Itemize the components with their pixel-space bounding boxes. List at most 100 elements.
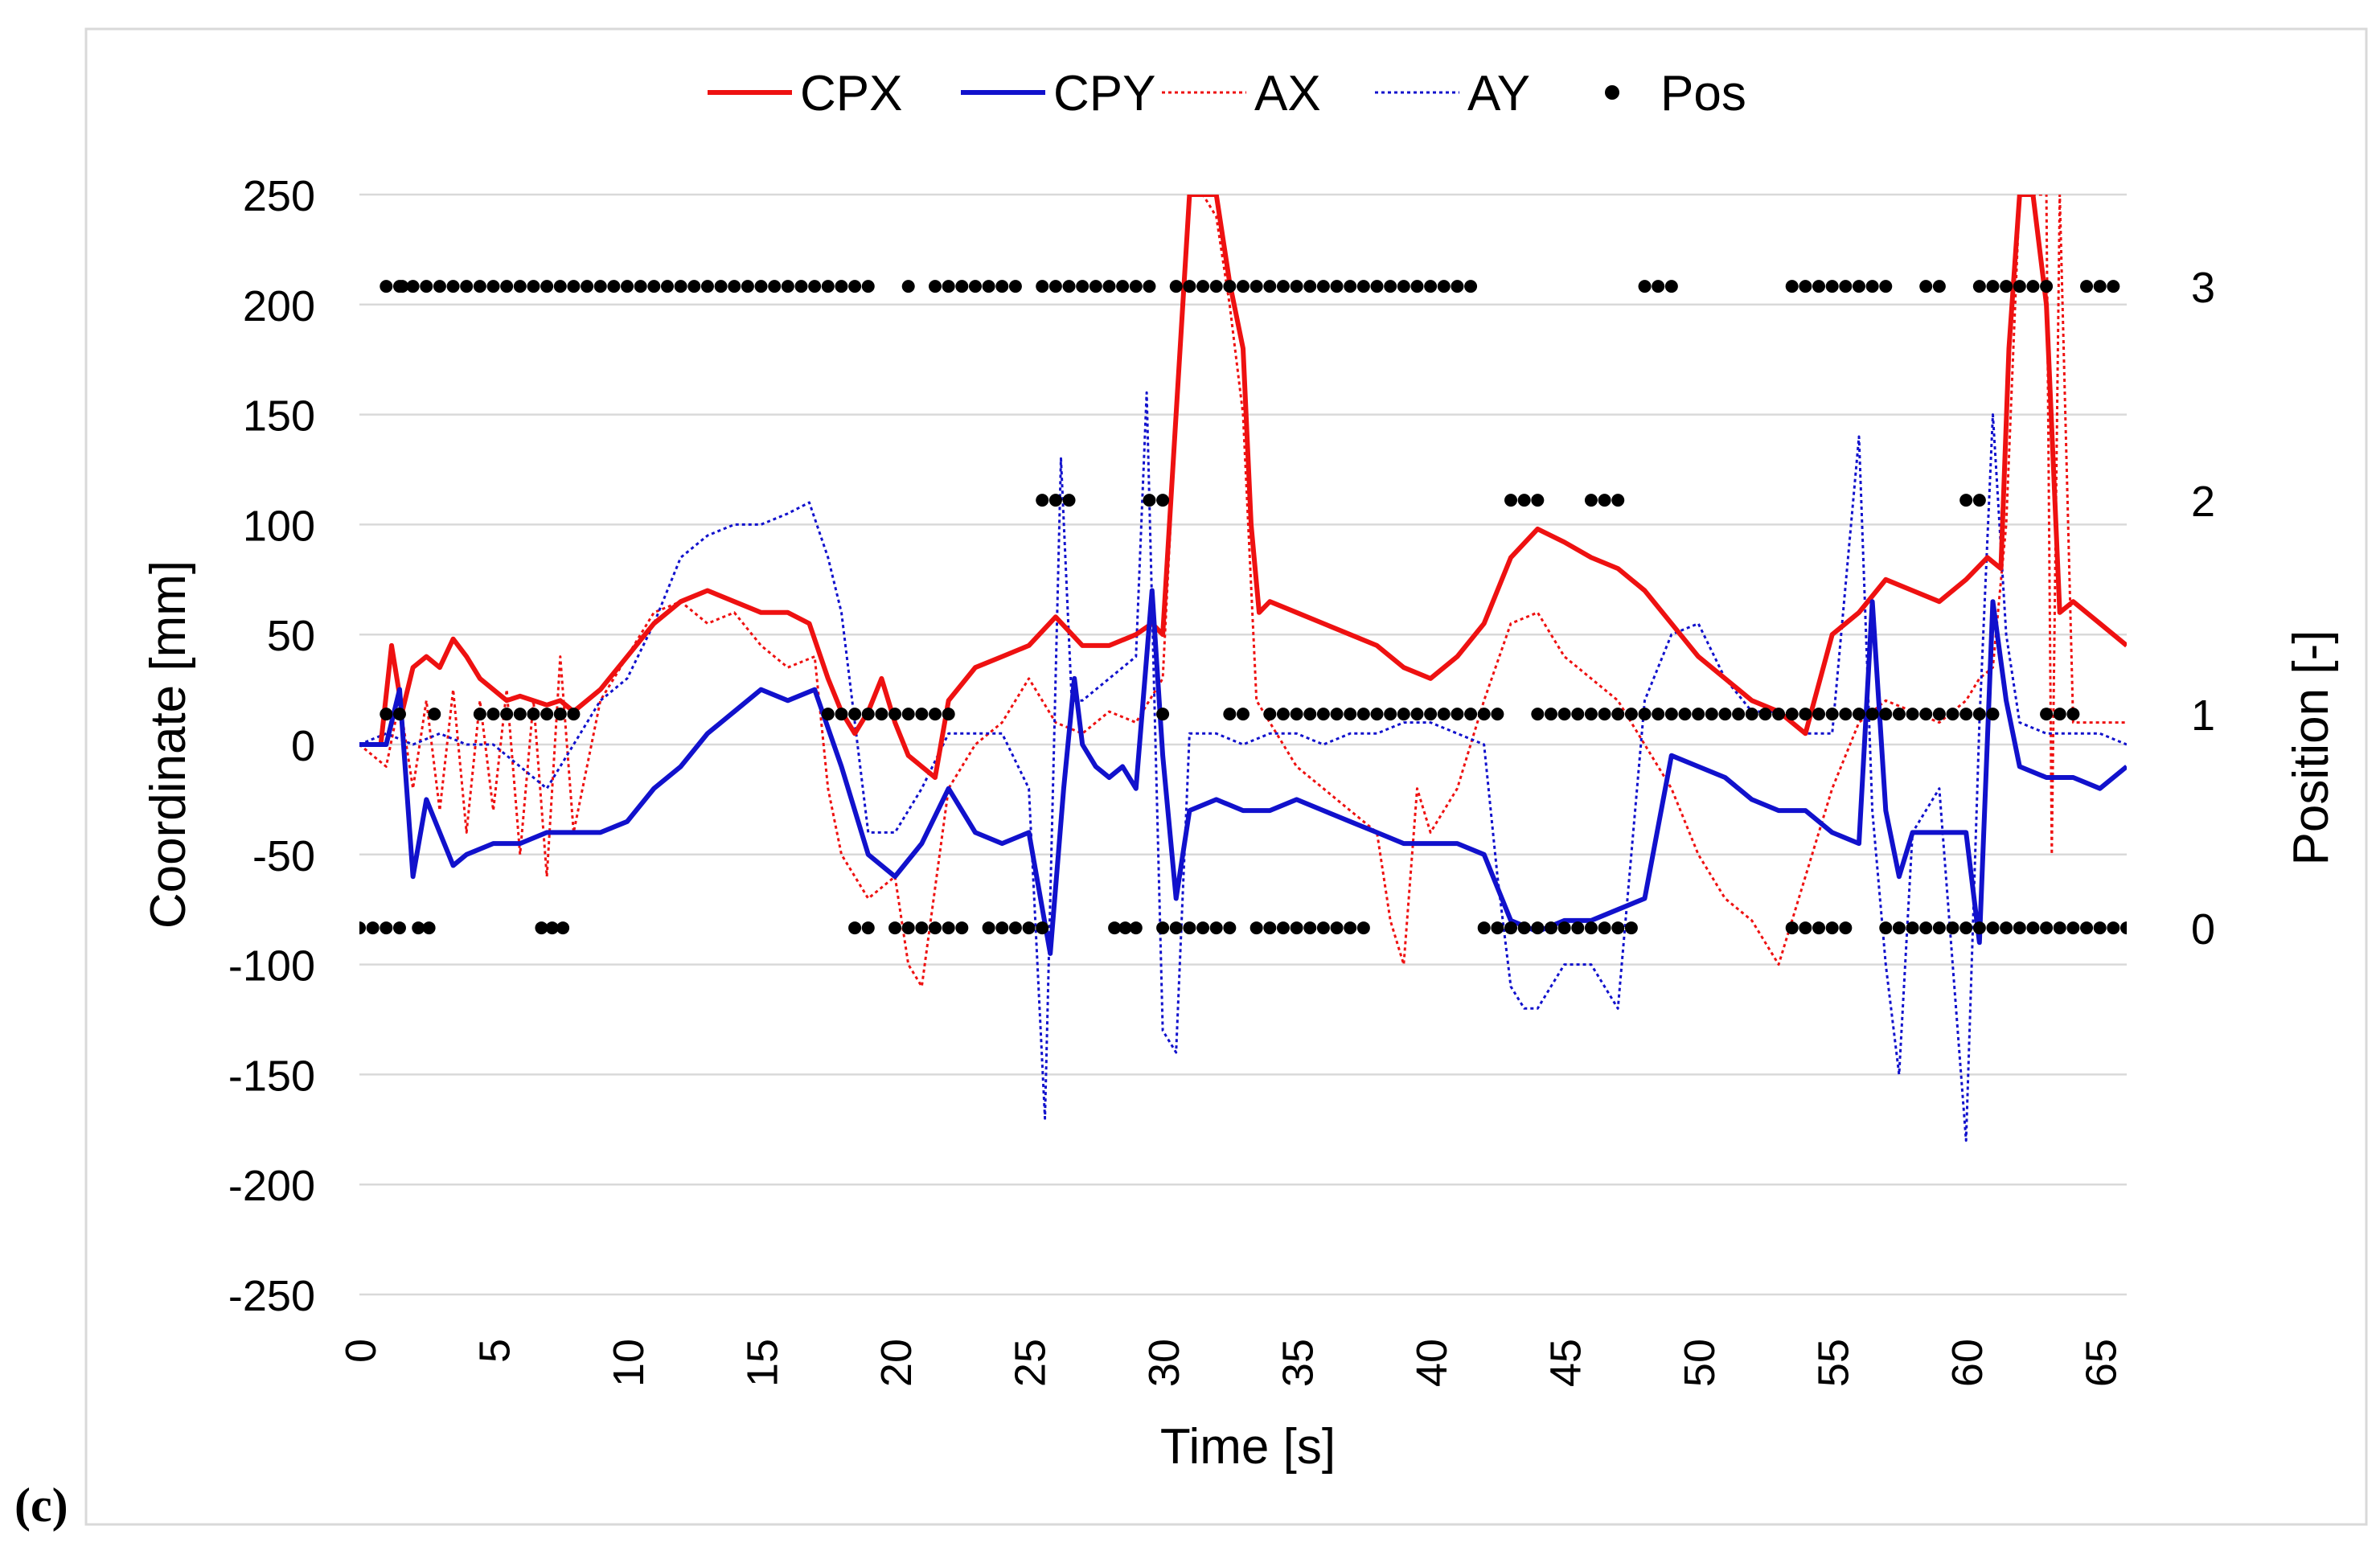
pos-marker — [553, 280, 567, 293]
pos-marker — [1076, 280, 1089, 293]
pos-marker — [621, 280, 634, 293]
pos-marker — [1839, 280, 1853, 293]
pos-marker — [1531, 494, 1545, 507]
pos-marker — [1250, 921, 1263, 935]
pos-marker — [901, 280, 915, 293]
pos-marker — [1972, 708, 1986, 721]
pos-marker — [848, 708, 862, 721]
pos-marker — [1504, 921, 1518, 935]
pos-marker — [1611, 708, 1625, 721]
pos-marker — [660, 280, 674, 293]
legend-label-cpy: CPY — [1053, 66, 1155, 121]
pos-marker — [2080, 921, 2094, 935]
pos-marker — [1183, 921, 1196, 935]
pos-marker — [1812, 708, 1826, 721]
y-tick-label: 200 — [243, 282, 315, 330]
pos-marker — [1664, 280, 1678, 293]
x-tick-label: 10 — [605, 1339, 653, 1387]
pos-marker — [1303, 708, 1317, 721]
pos-marker — [647, 280, 661, 293]
pos-marker — [915, 921, 929, 935]
pos-marker — [1718, 708, 1732, 721]
pos-marker — [1865, 708, 1879, 721]
pos-marker — [1276, 921, 1290, 935]
pos-marker — [821, 280, 835, 293]
pos-marker — [1344, 921, 1357, 935]
pos-marker — [1919, 921, 1933, 935]
pos-marker — [380, 921, 393, 935]
pos-marker — [500, 708, 514, 721]
legend-label-ax: AX — [1254, 66, 1321, 121]
pos-marker — [848, 280, 862, 293]
pos-marker — [1424, 708, 1438, 721]
pos-marker — [446, 280, 460, 293]
y-tick-label: -200 — [228, 1162, 315, 1210]
pos-marker — [1799, 921, 1812, 935]
pos-marker — [1237, 708, 1250, 721]
pos-marker — [1290, 280, 1303, 293]
pos-marker — [1108, 921, 1122, 935]
pos-marker — [1290, 708, 1303, 721]
pos-marker — [1919, 708, 1933, 721]
pos-marker — [955, 280, 969, 293]
pos-marker — [982, 280, 995, 293]
y2-tick-label: 2 — [2191, 478, 2215, 526]
pos-marker — [1598, 921, 1611, 935]
pos-marker — [1652, 708, 1665, 721]
pos-marker — [2013, 921, 2026, 935]
pos-marker — [1598, 494, 1611, 507]
pos-marker — [835, 280, 848, 293]
pos-marker — [1946, 921, 1959, 935]
pos-marker — [1169, 921, 1183, 935]
pos-marker — [1785, 280, 1799, 293]
pos-marker — [1839, 708, 1853, 721]
y-tick-label: 150 — [243, 392, 315, 441]
pos-marker — [607, 280, 621, 293]
x-tick-label: 50 — [1676, 1339, 1724, 1387]
pos-marker — [1209, 921, 1223, 935]
pos-marker — [1223, 708, 1237, 721]
pos-marker — [929, 708, 942, 721]
pos-marker — [714, 280, 728, 293]
pos-marker — [1825, 280, 1839, 293]
pos-marker — [888, 921, 902, 935]
pos-marker — [1799, 280, 1812, 293]
pos-marker — [1437, 708, 1451, 721]
pos-marker — [2093, 280, 2107, 293]
x-tick-label: 30 — [1140, 1339, 1188, 1387]
pos-marker — [1611, 494, 1625, 507]
x-tick-label: 5 — [471, 1339, 519, 1363]
pos-marker — [2026, 921, 2040, 935]
pos-marker — [1652, 280, 1665, 293]
pos-marker — [460, 280, 474, 293]
pos-marker — [500, 280, 514, 293]
pos-marker — [1196, 921, 1210, 935]
pos-marker — [1785, 921, 1799, 935]
y-tick-label: 100 — [243, 502, 315, 550]
pos-marker — [540, 708, 554, 721]
pos-marker — [1451, 708, 1464, 721]
pos-marker — [1437, 280, 1451, 293]
pos-marker — [901, 708, 915, 721]
pos-marker — [1491, 708, 1504, 721]
pos-marker — [1276, 280, 1290, 293]
pos-marker — [1089, 280, 1102, 293]
y-axis-label: Coordinate [mm] — [141, 560, 196, 929]
pos-marker — [808, 280, 822, 293]
pos-marker — [428, 708, 441, 721]
x-tick-label: 40 — [1408, 1339, 1456, 1387]
pos-marker — [1705, 708, 1718, 721]
pos-marker — [1598, 708, 1611, 721]
pos-marker — [2026, 280, 2040, 293]
pos-marker — [861, 280, 875, 293]
pos-marker — [1504, 494, 1518, 507]
pos-marker — [861, 708, 875, 721]
series-ay-line — [359, 391, 2127, 1142]
pos-marker — [1036, 494, 1049, 507]
pos-marker — [556, 921, 570, 935]
pos-marker — [1972, 280, 1986, 293]
pos-marker — [1986, 280, 2000, 293]
pos-marker — [1517, 921, 1531, 935]
